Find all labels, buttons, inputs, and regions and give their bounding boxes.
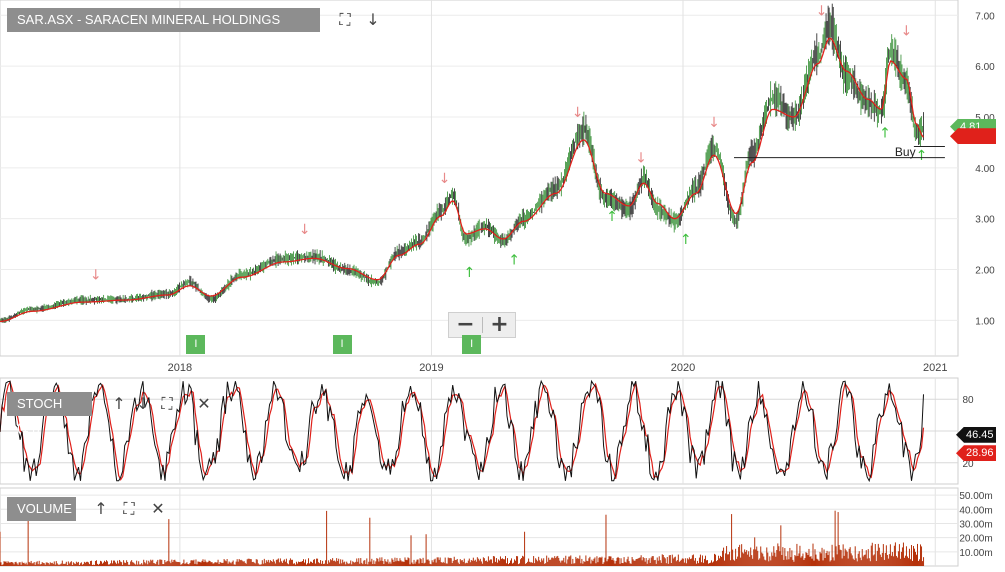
volume-arrow-up-icon[interactable]: ↑	[94, 499, 108, 518]
stoch-d-line	[0, 380, 925, 481]
sell-arrow-icon: ↓	[708, 115, 720, 131]
stoch-arrow-down-icon[interactable]: ↓	[136, 394, 150, 413]
price-candles	[0, 3, 924, 323]
stoch-last-value-tag: 28.96	[956, 445, 996, 462]
buy-arrow-icon: ↑	[879, 125, 891, 141]
price-pane-frame	[0, 0, 959, 357]
sell-arrow-icon: ↓	[900, 24, 912, 40]
price-y-tick-label: 1.00	[975, 316, 995, 327]
buy-arrow-icon: ↑	[463, 265, 475, 281]
sell-arrow-icon: ↓	[572, 105, 584, 121]
stoch-y-tick-label: 80	[962, 395, 974, 406]
arrow-down-icon[interactable]: ↓	[366, 10, 380, 29]
zoom-out-button[interactable]: −	[456, 312, 475, 337]
stoch-close-icon[interactable]: ✕	[197, 394, 211, 413]
price-y-tick-label: 3.00	[975, 215, 995, 226]
volume-y-tick-label: 50.00m	[959, 491, 992, 502]
sell-arrow-icon: ↓	[635, 151, 647, 167]
buy-arrow-icon: ↑	[606, 209, 618, 225]
volume-y-tick-label: 20.00m	[959, 534, 992, 545]
buy-arrow-icon: ↑	[916, 148, 928, 164]
volume-pane-frame	[0, 487, 959, 567]
buy-arrow-icon: ↑	[680, 232, 692, 248]
price-pane-title: SAR.ASX - SARACEN MINERAL HOLDINGS LIMIT…	[7, 8, 320, 51]
stoch-arrow-up-icon[interactable]: ↑	[112, 394, 126, 413]
volume-close-icon[interactable]: ✕	[151, 499, 165, 518]
sell-arrow-icon: ↓	[816, 3, 828, 19]
zoom-in-button[interactable]: +	[490, 312, 509, 337]
buy-arrow-icon: ↑	[508, 252, 520, 268]
sell-arrow-icon: ↓	[90, 268, 102, 284]
signal-box[interactable]: I	[462, 335, 482, 354]
signal-box[interactable]: I	[186, 335, 206, 354]
price-y-tick-label: 6.00	[975, 62, 995, 73]
x-tick-label: 2021	[923, 362, 947, 374]
sell-arrow-icon: ↓	[299, 222, 311, 238]
stoch-fullscreen-icon[interactable]: ⛶	[161, 394, 173, 413]
fullscreen-icon[interactable]: ⛶	[339, 10, 351, 29]
price-y-tick-label: 2.00	[975, 266, 995, 277]
buy-line-label: Buy	[894, 144, 916, 159]
stoch-k-line	[0, 379, 924, 483]
volume-y-tick-label: 10.00m	[959, 548, 992, 559]
stoch-y-tick-label: 20	[962, 459, 974, 470]
volume-y-tick-label: 30.00m	[959, 519, 992, 530]
x-tick-label: 2019	[419, 362, 443, 374]
volume-pane-title: VOLUME	[7, 497, 76, 521]
price-last-value-tag	[950, 128, 996, 145]
signal-box[interactable]: I	[332, 335, 352, 354]
sell-arrow-icon: ↓	[439, 171, 451, 187]
stoch-last-value-tag: 46.45	[956, 426, 996, 443]
price-y-tick-label: 7.00	[975, 11, 995, 22]
stoch-pane-title: STOCH (14)	[7, 392, 92, 435]
zoom-controls: − +	[448, 312, 516, 338]
x-tick-label: 2020	[671, 362, 695, 374]
volume-fullscreen-icon[interactable]: ⛶	[123, 499, 135, 518]
price-y-tick-label: 4.00	[975, 164, 995, 175]
price-y-tick-label: 5.00	[975, 113, 995, 124]
x-tick-label: 2018	[168, 362, 192, 374]
volume-y-tick-label: 40.00m	[959, 505, 992, 516]
price-moving-average-line	[0, 37, 925, 323]
